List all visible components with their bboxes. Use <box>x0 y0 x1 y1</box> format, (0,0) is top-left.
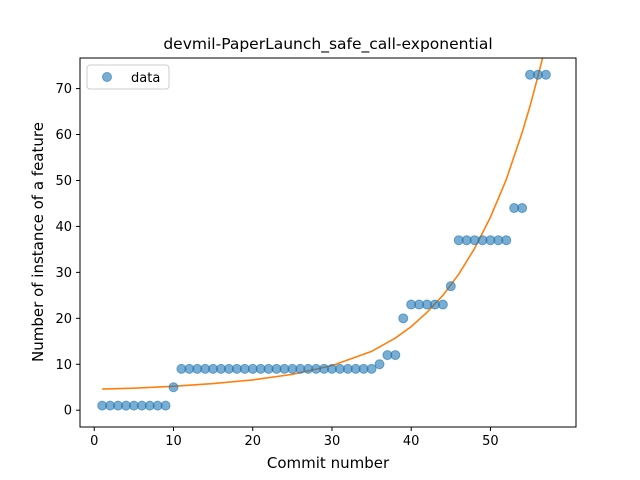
y-tick-label: 40 <box>55 220 72 235</box>
chart-title: devmil-PaperLaunch_safe_call-exponential <box>163 35 492 54</box>
legend: data <box>87 65 169 89</box>
data-point <box>438 300 447 309</box>
legend-marker <box>103 73 112 82</box>
data-point <box>518 204 527 213</box>
data-point <box>541 70 550 79</box>
y-tick-label: 0 <box>64 404 72 419</box>
x-tick-label: 30 <box>324 434 341 449</box>
data-point <box>502 236 511 245</box>
data-point <box>375 360 384 369</box>
data-point <box>161 401 170 410</box>
x-tick-label: 20 <box>244 434 261 449</box>
x-tick-label: 40 <box>403 434 420 449</box>
x-tick-label: 10 <box>165 434 182 449</box>
data-point <box>391 351 400 360</box>
y-tick-label: 20 <box>55 312 72 327</box>
x-axis-label: Commit number <box>267 454 390 472</box>
data-point <box>169 383 178 392</box>
x-tick-label: 50 <box>482 434 499 449</box>
legend-label: data <box>131 71 160 86</box>
x-tick-label: 0 <box>90 434 98 449</box>
y-tick-label: 10 <box>55 358 72 373</box>
data-point <box>399 314 408 323</box>
data-point <box>446 282 455 291</box>
y-tick-label: 50 <box>55 174 72 189</box>
y-axis-label: Number of instance of a feature <box>29 122 47 362</box>
y-tick-label: 30 <box>55 266 72 281</box>
y-tick-label: 70 <box>55 82 72 97</box>
y-tick-label: 60 <box>55 128 72 143</box>
